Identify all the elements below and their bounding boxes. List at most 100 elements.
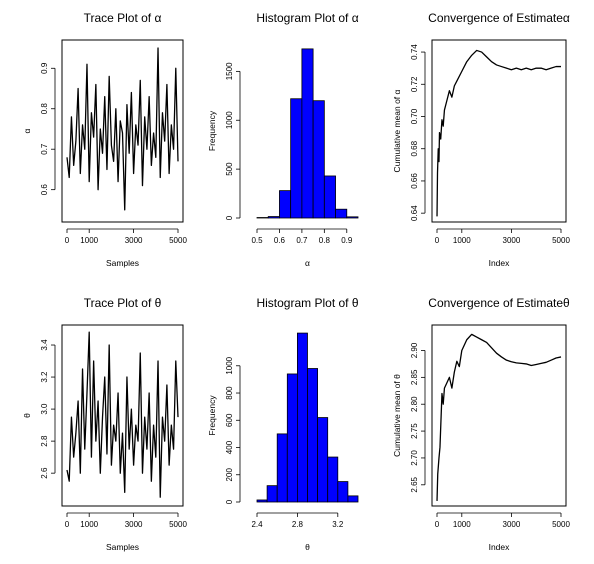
trace-theta-title: Trace Plot of θ [84,296,162,310]
trace-alpha-x-tick-label-3: 5000 [169,236,187,245]
trace-alpha-x-tick-label-0: 0 [65,236,70,245]
hist-alpha-y-label: Frequency [207,110,217,151]
hist-theta-bar-4 [296,332,308,503]
hist-theta-bar-2 [276,433,288,503]
trace-alpha-title: Trace Plot of α [84,11,162,25]
conv-theta-y-tick-label-5: 2.90 [410,342,419,358]
hist-alpha-x-tick-label-3: 0.8 [319,236,331,245]
conv-theta-series-line [436,333,562,501]
hist-theta-x-label: θ [305,542,310,552]
hist-alpha-bar-4 [301,48,314,219]
hist-alpha-y-tick-label-2: 1000 [225,111,234,129]
trace-theta-y-tick-label-1: 2.8 [40,435,49,447]
hist-theta-y-tick-label-3: 600 [225,413,234,427]
trace-theta-y-label: θ [22,413,32,418]
hist-alpha-bar-8 [346,216,359,219]
conv-theta-y-tick-label-2: 2.75 [410,423,419,439]
hist-theta-bar-0 [256,499,268,503]
trace-alpha-y-tick-label-1: 0.7 [40,143,49,155]
conv-theta-y-tick-label-1: 2.70 [410,450,419,466]
hist-theta-bar-3 [286,373,298,503]
trace-theta-x-tick-label-2: 3000 [125,520,143,529]
hist-alpha-bar-7 [335,208,348,219]
hist-theta-bar-1 [266,485,278,503]
hist-alpha-x-tick-label-0: 0.5 [251,236,263,245]
hist-theta-y-tick-label-1: 200 [225,468,234,482]
conv-theta-y-label: Cumulative mean of θ [392,374,402,457]
conv-alpha-y-tick-label-2: 0.68 [410,140,419,156]
trace-theta-y-tick-label-2: 3.0 [40,403,49,415]
conv-alpha-frame [431,39,567,223]
hist-theta-bar-8 [337,481,349,503]
conv-theta-frame [431,324,567,507]
hist-theta-y-tick-label-2: 400 [225,440,234,454]
hist-theta-y-tick-label-5: 1000 [225,356,234,374]
trace-alpha-x-tick-label-1: 1000 [80,236,98,245]
trace-theta-series-line [66,331,179,498]
hist-alpha-bar-1 [267,216,280,219]
hist-alpha-y-tick-label-0: 0 [225,215,234,220]
conv-alpha-y-tick-label-3: 0.70 [410,108,419,124]
trace-theta-y-tick-label-0: 2.6 [40,467,49,479]
hist-theta-x-tick-label-0: 2.4 [251,520,263,529]
hist-alpha-bar-3 [290,98,303,219]
trace-alpha-y-tick-label-3: 0.9 [40,62,49,74]
conv-alpha-y-tick-label-5: 0.74 [410,44,419,60]
conv-alpha-title: Convergence of Estimateα [428,11,570,25]
trace-alpha-series-line [66,47,179,211]
trace-theta-y-tick-label-3: 3.2 [40,371,49,383]
hist-theta-panel: Histogram Plot of θ 2.4 2.8 3.2 θ 0 200 400 600 8… [207,296,359,552]
hist-theta-bar-5 [307,368,319,503]
hist-alpha-panel: Histogram Plot of α 0.5 0.6 0.7 0.8 0.9 α 0 500 1… [207,11,359,268]
conv-alpha-y-tick-label-1: 0.66 [410,173,419,189]
trace-theta-y-tick-label-4: 3.4 [40,339,49,351]
trace-theta-panel: Trace Plot of θ 0 1000 3000 5000 Samples 2.6 2.… [22,296,187,552]
conv-alpha-x-label: Index [489,258,511,268]
hist-theta-y-tick-label-0: 0 [225,499,234,504]
conv-alpha-y-tick-label-4: 0.72 [410,76,419,92]
conv-alpha-x-tick-label-0: 0 [435,236,440,245]
conv-theta-y-tick-label-4: 2.85 [410,369,419,385]
conv-theta-x-tick-label-2: 3000 [503,520,521,529]
hist-alpha-bar-6 [323,175,336,219]
conv-theta-title: Convergence of Estimateθ [428,296,570,310]
trace-alpha-y-tick-label-0: 0.6 [40,184,49,196]
hist-alpha-x-tick-label-4: 0.9 [341,236,353,245]
conv-alpha-panel: Convergence of Estimateα 0 1000 3000 5000 Ind… [392,11,570,268]
conv-theta-panel: Convergence of Estimateθ 0 1000 3000 5000 Ind… [392,296,570,552]
trace-theta-x-label: Samples [106,542,139,552]
hist-theta-title: Histogram Plot of θ [256,296,358,310]
conv-theta-x-label: Index [489,542,511,552]
trace-theta-x-tick-label-0: 0 [65,520,70,529]
hist-alpha-bar-5 [312,100,325,219]
trace-alpha-panel: Trace Plot of α 0 1000 3000 5000 Samples 0.6 0.… [22,11,187,268]
hist-alpha-y-tick-label-1: 500 [225,162,234,176]
trace-alpha-frame [61,39,184,223]
hist-theta-x-tick-label-1: 2.8 [292,520,304,529]
hist-alpha-title: Histogram Plot of α [256,11,358,25]
conv-alpha-x-tick-label-3: 5000 [552,236,570,245]
hist-alpha-x-tick-label-1: 0.6 [274,236,286,245]
hist-alpha-x-tick-label-2: 0.7 [296,236,308,245]
trace-alpha-x-tick-label-2: 3000 [125,236,143,245]
hist-theta-y-tick-label-4: 800 [225,386,234,400]
hist-theta-bar-6 [317,417,329,503]
conv-theta-x-tick-label-3: 5000 [552,520,570,529]
trace-alpha-y-label: α [22,128,32,133]
hist-theta-y-label: Frequency [207,395,217,436]
conv-alpha-y-label: Cumulative mean of α [392,89,402,172]
trace-theta-frame [61,324,184,507]
conv-theta-x-tick-label-1: 1000 [453,520,471,529]
hist-alpha-bar-2 [279,190,292,219]
conv-alpha-x-tick-label-1: 1000 [453,236,471,245]
hist-theta-x-tick-label-2: 3.2 [332,520,344,529]
hist-alpha-x-label: α [305,258,310,268]
conv-theta-y-tick-label-3: 2.80 [410,396,419,412]
conv-alpha-y-tick-label-0: 0.64 [410,205,419,221]
trace-theta-x-tick-label-3: 5000 [169,520,187,529]
trace-theta-x-tick-label-1: 1000 [80,520,98,529]
hist-theta-bar-7 [327,456,339,503]
hist-theta-bar-9 [347,495,359,503]
hist-alpha-y-tick-label-3: 1500 [225,62,234,80]
